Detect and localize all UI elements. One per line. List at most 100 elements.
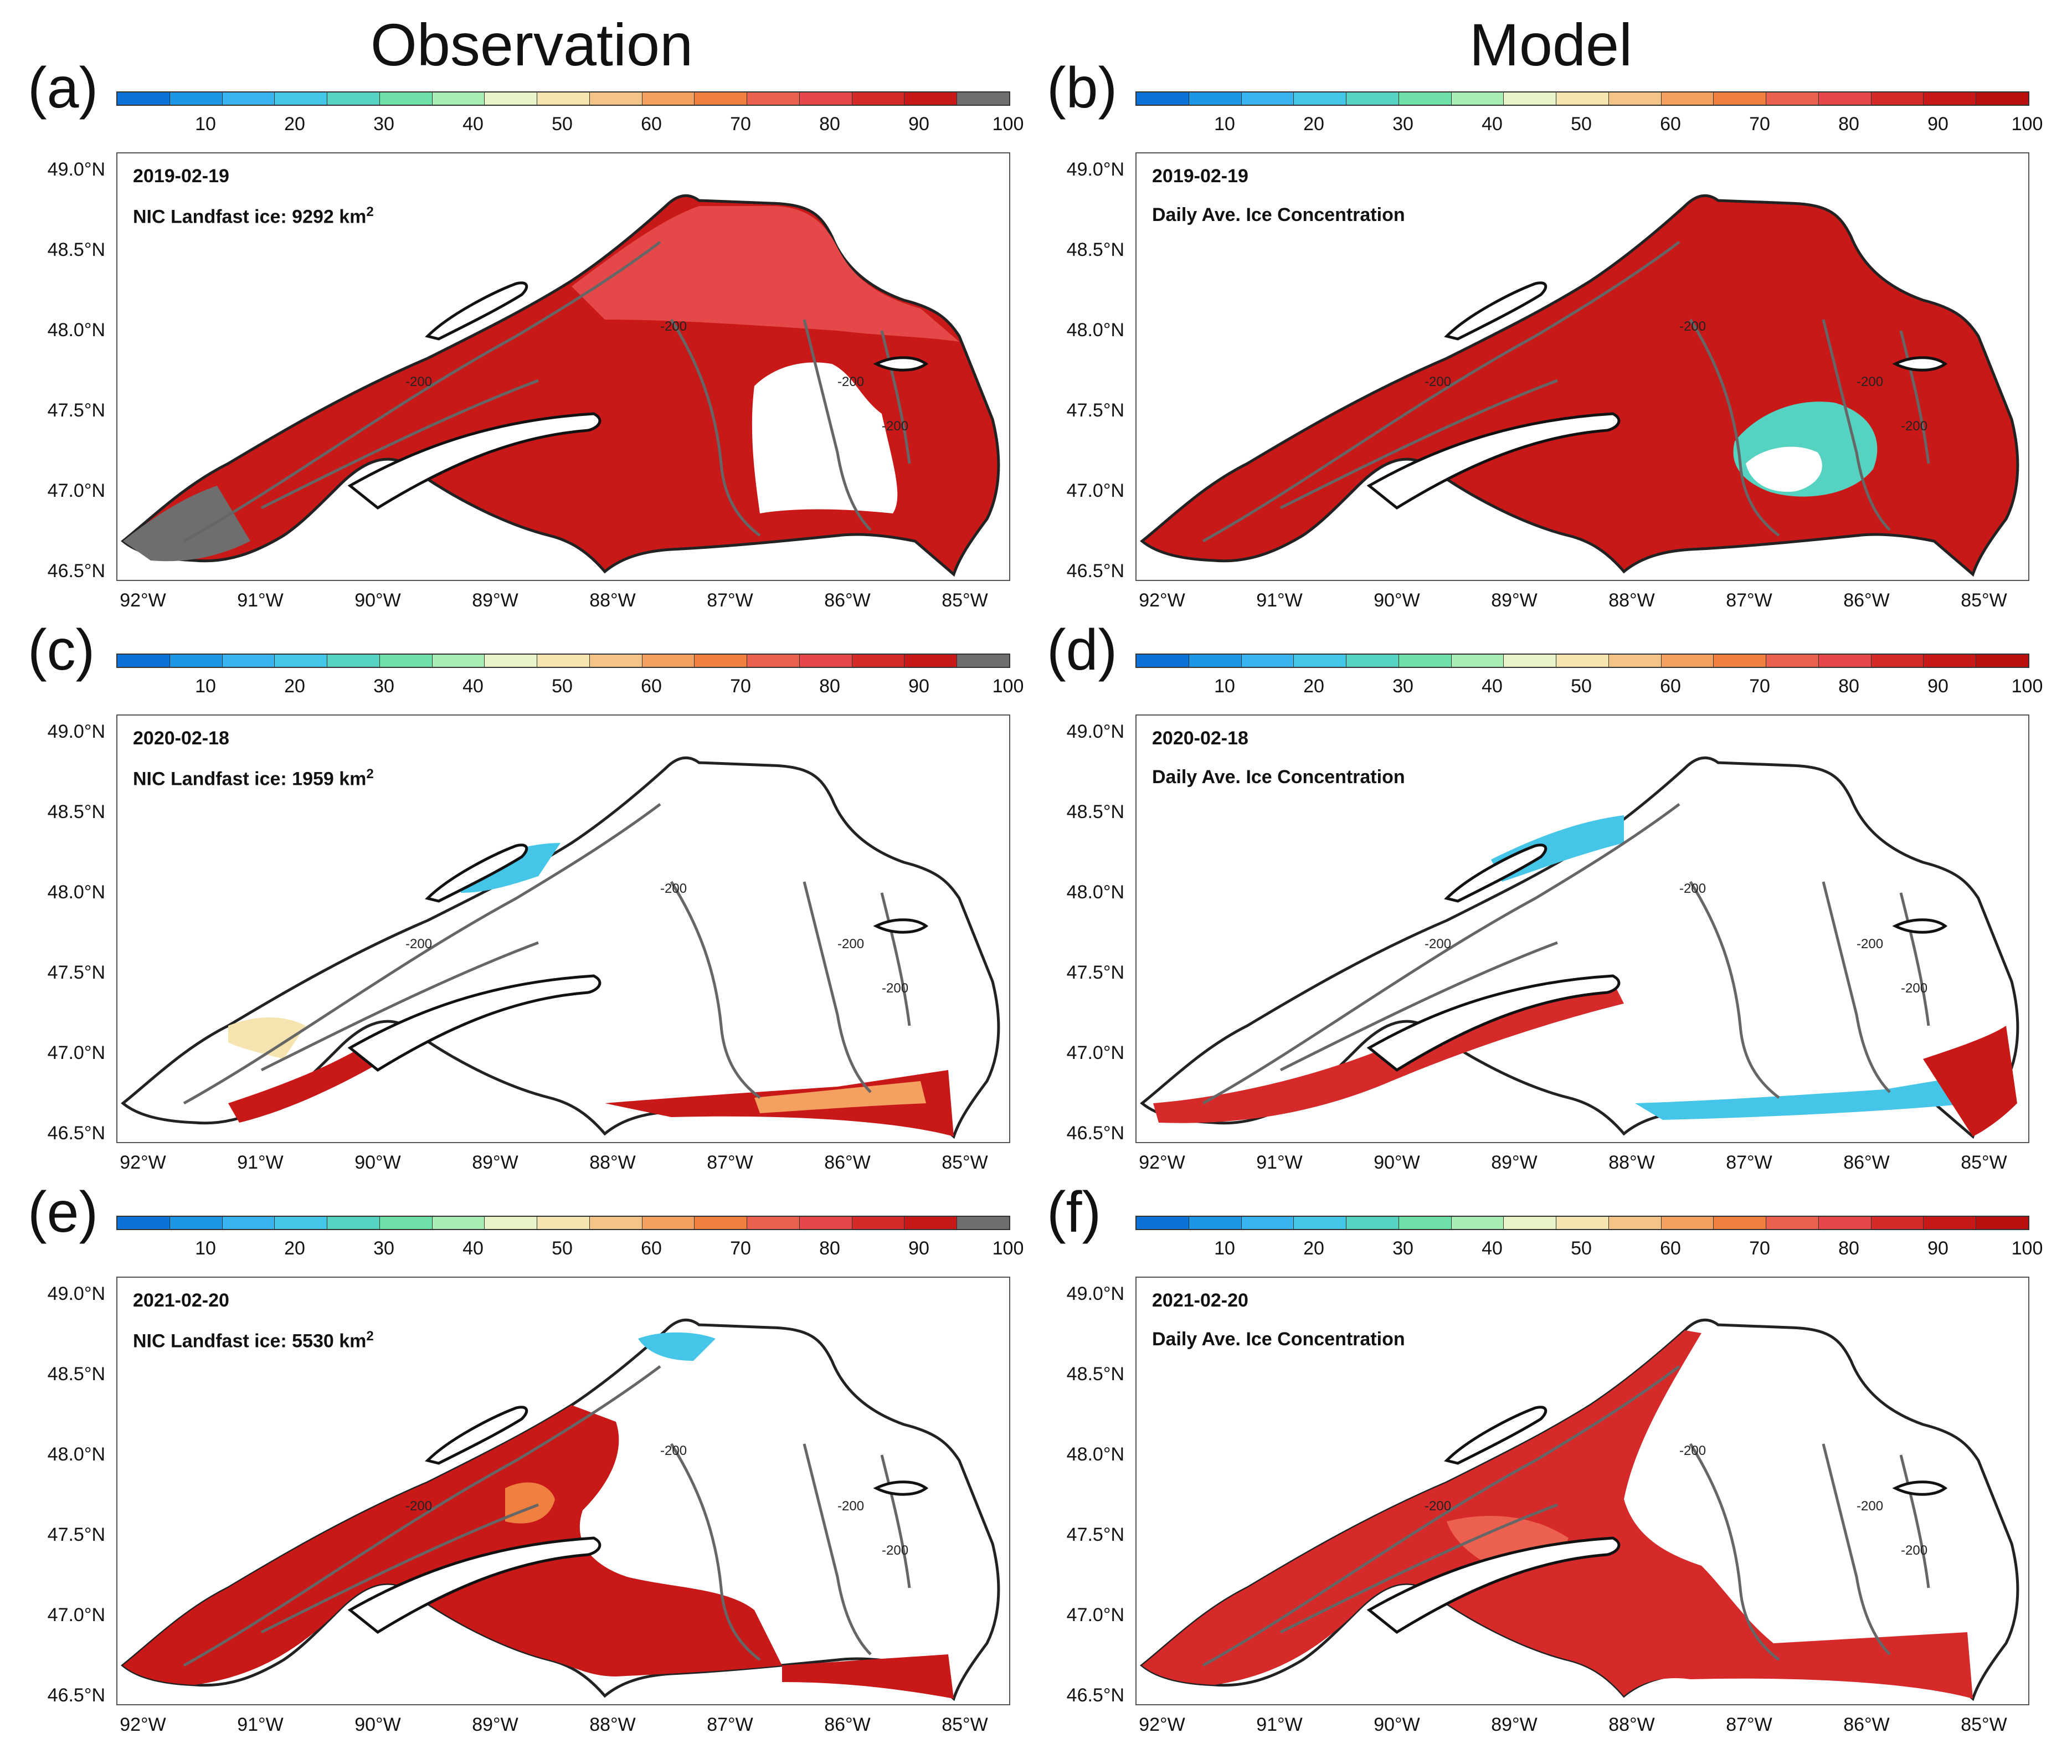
longitude-tick-label: 85°W (1961, 1152, 2007, 1173)
colorbar-tick-label: 70 (730, 114, 751, 135)
longitude-tick-label: 88°W (589, 1714, 636, 1735)
depth-contour-200m (803, 1443, 872, 1655)
colorbar-swatch (589, 92, 642, 105)
latitude-tick-label: 48.5°N (1066, 1364, 1124, 1385)
colorbar-swatch (799, 92, 852, 105)
unit-exponent: 2 (366, 204, 374, 219)
latitude-tick-label: 49.0°N (47, 721, 105, 742)
colorbar-tick-label: 30 (1392, 1238, 1413, 1259)
colorbar-tick-label: 40 (462, 114, 484, 135)
latitude-tick-label: 46.5°N (47, 560, 105, 582)
isle-royale-island (425, 844, 528, 903)
longitude-tick-label: 86°W (1843, 1152, 1890, 1173)
isle-royale-island (425, 1406, 528, 1465)
colorbar-swatch (1556, 655, 1609, 667)
colorbar-tick-label: 80 (819, 114, 840, 135)
longitude-tick-label: 89°W (472, 1152, 518, 1173)
colorbar-tick-label: 20 (284, 114, 305, 135)
contour-label: -200 (1901, 419, 1927, 434)
latitude-tick-label: 48.0°N (1066, 320, 1124, 341)
colorbar-tick-label: 20 (1303, 1238, 1324, 1259)
longitude-tick-label: 88°W (1608, 1714, 1655, 1735)
contour-label: -200 (1425, 1499, 1451, 1514)
longitude-tick-label: 85°W (942, 1152, 988, 1173)
depth-contour-200m (1899, 1454, 1930, 1588)
colorbar-swatch (1137, 1217, 1189, 1229)
colorbar-swatch (485, 655, 538, 667)
colorbar-swatch (589, 655, 642, 667)
depth-contour-200m (880, 1454, 911, 1588)
colorbar-swatch (852, 92, 905, 105)
longitude-tick-label: 85°W (1961, 1714, 2007, 1735)
colorbar-swatch (537, 1217, 590, 1229)
latitude-tick-label: 47.0°N (1066, 480, 1124, 501)
isle-royale-island (425, 281, 528, 341)
keweenaw-peninsula (347, 974, 601, 1072)
colorbar-tick-label: 30 (1392, 114, 1413, 135)
longitude-tick-label: 92°W (120, 1152, 166, 1173)
latitude-tick-label: 47.0°N (47, 1042, 105, 1063)
depth-contour-200m (1822, 319, 1891, 531)
depth-contour-200m (670, 1443, 761, 1661)
longitude-tick-label: 89°W (472, 1714, 518, 1735)
colorbar-tick-label: 50 (552, 1238, 573, 1259)
colorbar-ticks: 10 20 30 40 50 60 70 80 90 100 (116, 1238, 1024, 1266)
latitude-tick-label: 48.0°N (47, 320, 105, 341)
longitude-tick-label: 88°W (589, 590, 636, 611)
map-date: 2019-02-19 (1152, 166, 1248, 187)
colorbar-swatch (1189, 655, 1242, 667)
colorbar-swatch (1871, 655, 1924, 667)
colorbar-swatch (327, 92, 380, 105)
colorbar-swatch (1189, 1217, 1242, 1229)
depth-contour-200m (1279, 379, 1558, 510)
longitude-tick-label: 88°W (1608, 1152, 1655, 1173)
longitude-tick-label: 92°W (1139, 590, 1185, 611)
longitude-tick-label: 87°W (707, 1714, 753, 1735)
contour-label: -200 (837, 1499, 864, 1514)
latitude-tick-label: 49.0°N (1066, 159, 1124, 180)
depth-contour-200m (1202, 1365, 1680, 1667)
latitude-tick-label: 47.0°N (1066, 1604, 1124, 1626)
colorbar-tick-label: 60 (641, 114, 662, 135)
colorbar-swatch (695, 1217, 748, 1229)
colorbar-swatch (379, 655, 433, 667)
ice-zone-20 (461, 843, 561, 893)
colorbar-swatch (485, 1217, 538, 1229)
colorbar-swatch (117, 655, 170, 667)
panel-letter: (c) (28, 618, 95, 682)
colorbar-swatch (695, 655, 748, 667)
colorbar-swatch (485, 92, 538, 105)
colorbar-tick-label: 20 (284, 1238, 305, 1259)
colorbar-swatch (1451, 655, 1504, 667)
latitude-tick-label: 48.5°N (47, 1364, 105, 1385)
latitude-tick-label: 46.5°N (47, 1123, 105, 1144)
colorbar-tick-label: 50 (1571, 114, 1592, 135)
latitude-tick-label: 46.5°N (1066, 560, 1124, 582)
depth-contour-200m (260, 941, 539, 1072)
colorbar-swatch (799, 1217, 852, 1229)
depth-contour-200m (1822, 1443, 1891, 1655)
colorbar-swatch (1766, 92, 1819, 105)
latitude-tick-label: 49.0°N (1066, 1283, 1124, 1304)
colorbar-swatch (1924, 655, 1977, 667)
colorbar-swatch (1924, 92, 1977, 105)
longitude-tick-label: 86°W (1843, 590, 1890, 611)
colorbar-swatch (1294, 655, 1347, 667)
colorbar-swatch (222, 1217, 275, 1229)
colorbar-swatch (642, 1217, 695, 1229)
colorbar-swatch (799, 655, 852, 667)
longitude-tick-label: 92°W (1139, 1152, 1185, 1173)
longitude-tick-label: 91°W (1256, 1714, 1303, 1735)
longitude-tick-label: 92°W (120, 590, 166, 611)
colorbar-swatch (1608, 655, 1662, 667)
colorbar-swatch (852, 1217, 905, 1229)
contour-label: -200 (1857, 937, 1883, 952)
landfast-ice-area: NIC Landfast ice: 1959 km2 (133, 767, 374, 790)
contour-label: -200 (1679, 319, 1706, 334)
colorbar-tick-label: 40 (1482, 1238, 1503, 1259)
depth-contour-200m (1822, 881, 1891, 1093)
michipicoten-island (1892, 356, 1948, 372)
colorbar-tick-label: 20 (1303, 676, 1324, 697)
colorbar-swatch (1241, 92, 1294, 105)
colorbar-swatch (695, 92, 748, 105)
